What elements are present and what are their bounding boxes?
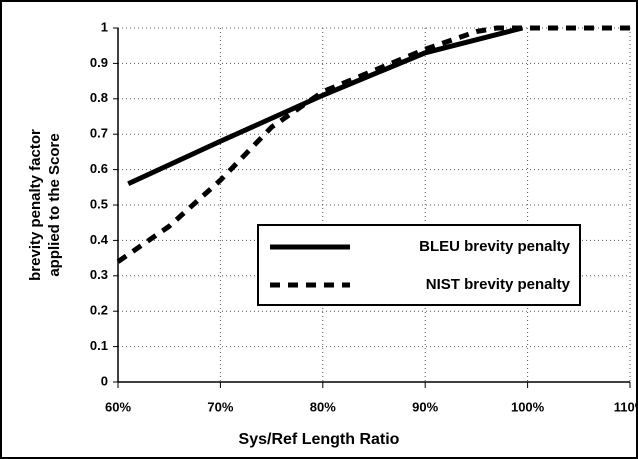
y-tick-label: 0.1 [90, 338, 108, 353]
y-tick-label: 0 [101, 373, 108, 388]
legend-label: BLEU brevity penalty [419, 238, 571, 255]
y-tick-label: 0.5 [90, 196, 108, 211]
y-tick-label: 0.7 [90, 126, 108, 141]
series-line [127, 25, 524, 187]
y-axis-label: applied to the Score [46, 133, 63, 276]
y-tick-label: 0.9 [90, 55, 108, 70]
x-tick-label: 100% [511, 399, 545, 414]
x-tick-label: 70% [207, 399, 233, 414]
legend-label: NIST brevity penalty [426, 276, 571, 293]
y-tick-label: 1 [101, 19, 108, 34]
y-tick-label: 0.6 [90, 161, 108, 176]
x-tick-label: 60% [105, 399, 131, 414]
legend-box [257, 224, 581, 306]
y-tick-label: 0.8 [90, 90, 108, 105]
y-tick-label: 0.2 [90, 303, 108, 318]
x-tick-label: 110% [614, 399, 638, 414]
x-tick-label: 80% [310, 399, 336, 414]
series-line [116, 25, 630, 264]
y-axis-label: brevity penalty factor [27, 129, 44, 281]
x-tick-label: 90% [412, 399, 438, 414]
x-axis-label: Sys/Ref Length Ratio [239, 431, 400, 448]
y-tick-label: 0.3 [90, 267, 108, 282]
y-tick-label: 0.4 [90, 232, 109, 247]
